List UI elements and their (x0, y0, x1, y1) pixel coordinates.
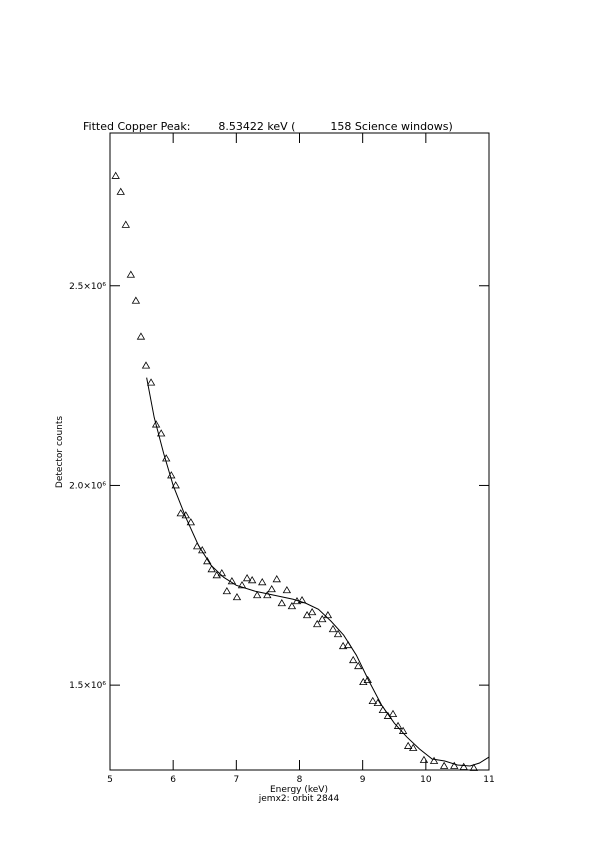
data-point (272, 575, 281, 583)
data-point (282, 585, 292, 594)
x-axis-label: Energy (keV) (270, 785, 328, 795)
plot-frame (109, 132, 490, 771)
data-point (156, 429, 166, 437)
data-point (354, 661, 363, 670)
data-point (258, 578, 267, 586)
data-point (328, 624, 338, 633)
data-point (131, 296, 141, 304)
data-point (222, 586, 232, 595)
data-point (348, 655, 358, 664)
data-point (323, 610, 333, 619)
data-point (252, 590, 262, 599)
data-point (368, 696, 377, 705)
y-tick-label: 2.5×10⁶ (69, 282, 106, 292)
data-point (333, 629, 343, 638)
data-point (176, 509, 185, 517)
subtitle: jemx2: orbit 2844 (258, 794, 340, 804)
data-point (151, 420, 161, 428)
data-point (373, 698, 383, 707)
data-point (207, 565, 216, 573)
y-tick-label: 1.5×10⁶ (69, 681, 106, 691)
data-point (171, 481, 180, 489)
x-tick-label: 10 (420, 775, 432, 785)
y-tick-label: 2.0×10⁶ (69, 481, 106, 491)
data-point (263, 590, 272, 599)
data-point (419, 755, 429, 763)
data-point (469, 763, 479, 771)
x-tick-label: 5 (107, 775, 113, 785)
data-point (307, 607, 317, 616)
data-point (227, 577, 237, 585)
data-point (338, 641, 348, 650)
data-point (312, 619, 322, 628)
data-point (136, 332, 146, 340)
data-point (203, 557, 212, 565)
data-point (287, 601, 297, 610)
data-point (297, 595, 307, 604)
fit-line (146, 377, 490, 767)
data-point (242, 574, 252, 582)
chart-title: Fitted Copper Peak: 8.53422 keV ( 158 Sc… (83, 120, 453, 133)
data-point (121, 220, 130, 228)
data-point (126, 270, 136, 278)
data-point (409, 743, 418, 751)
data-point (141, 361, 151, 369)
data-point (116, 187, 125, 195)
data-point (318, 614, 327, 623)
data-point (247, 576, 257, 584)
data-point (167, 471, 176, 479)
data-point (450, 761, 459, 769)
x-tick-label: 7 (233, 775, 239, 785)
data-point (388, 709, 398, 717)
data-point (186, 518, 196, 526)
data-point (403, 741, 413, 749)
data-point (267, 584, 276, 593)
data-point (232, 592, 242, 601)
x-tick-label: 11 (483, 775, 494, 785)
y-axis-label: Detector counts (55, 416, 65, 488)
data-point (198, 546, 207, 554)
data-point (237, 580, 247, 589)
data-point (363, 675, 372, 684)
x-tick-label: 9 (360, 775, 366, 785)
data-point (429, 756, 439, 764)
data-point (439, 761, 449, 769)
data-point (111, 171, 120, 179)
data-point (277, 598, 287, 607)
x-tick-label: 6 (170, 775, 176, 785)
data-point (459, 762, 468, 770)
x-tick-label: 8 (297, 775, 303, 785)
data-point (162, 454, 171, 462)
data-point (146, 378, 156, 386)
